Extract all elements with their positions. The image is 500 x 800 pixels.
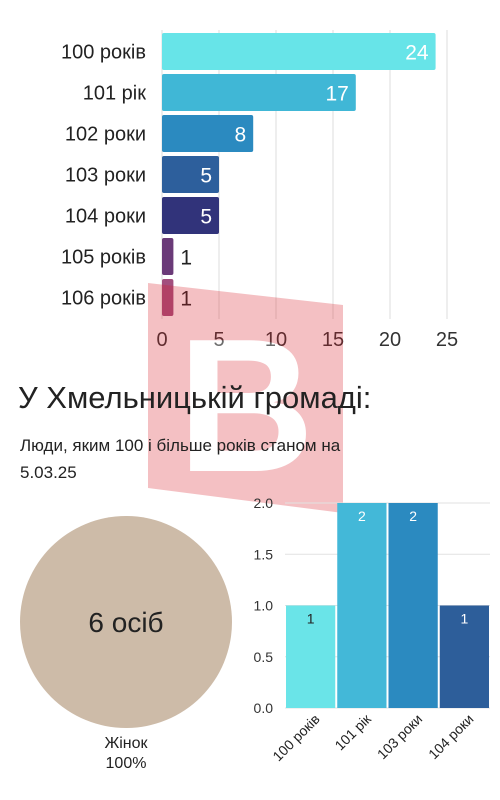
x-tick-label: 5: [213, 329, 224, 351]
value-label: 8: [235, 124, 247, 147]
x-tick-label: 20: [379, 329, 401, 351]
value-label: 1: [460, 611, 468, 627]
women-legend-label: Жінок: [104, 735, 148, 752]
value-label: 24: [405, 42, 429, 65]
x-tick-label: 0: [156, 329, 167, 351]
bar: [162, 197, 219, 234]
bar: [337, 503, 387, 708]
y-tick-label: 0.0: [254, 700, 274, 716]
section-title: У Хмельницькій громаді:: [18, 380, 372, 415]
x-tick-label: 10: [265, 329, 287, 351]
category-label: 100 років: [61, 42, 146, 64]
category-label: 103 роки: [374, 711, 425, 762]
category-label: 104 роки: [425, 711, 476, 762]
category-label: 102 роки: [65, 124, 146, 146]
category-label: 103 роки: [65, 165, 146, 187]
category-label: 104 роки: [65, 206, 146, 228]
category-label: 101 рік: [331, 710, 374, 753]
value-label: 17: [325, 83, 348, 106]
watermark-glyph: В: [177, 300, 314, 512]
women-count-label: 6 осіб: [88, 607, 163, 638]
women-share-circle: [20, 516, 232, 728]
category-label: 100 років: [269, 711, 322, 764]
value-label: 2: [358, 508, 366, 524]
bar: [439, 605, 489, 708]
bar: [286, 605, 336, 708]
bar: [162, 156, 219, 193]
watermark-logo: В: [148, 283, 343, 513]
bar: [162, 279, 174, 316]
y-tick-label: 2.0: [254, 495, 274, 511]
x-tick-label: 15: [322, 329, 344, 351]
bar: [162, 74, 356, 111]
bar: [162, 33, 436, 70]
category-label: 101 рік: [83, 83, 146, 105]
value-label: 5: [200, 206, 212, 229]
category-label: 106 років: [61, 288, 146, 310]
category-label: 105 років: [61, 247, 146, 269]
watermark-shape: [148, 283, 343, 513]
value-label: 2: [409, 508, 417, 524]
section-subtitle: Люди, яким 100 і більше років станом на …: [20, 436, 341, 482]
centenarians-by-age-bar-chart: 0.0 0.5 1.0 1.5 2.0 1 100 років 2 101 рік 2 103 ро…: [254, 495, 490, 764]
x-tick-label: 25: [436, 329, 458, 351]
value-label: 1: [180, 288, 192, 311]
bar: [388, 503, 438, 708]
bar: [162, 238, 174, 275]
bar: [162, 115, 254, 152]
women-share-circle-chart: 6 осіб Жінок 100%: [20, 516, 232, 772]
value-label: 1: [307, 611, 315, 627]
women-legend-value: 100%: [106, 755, 147, 772]
value-label: 1: [180, 247, 192, 270]
value-label: 5: [200, 165, 212, 188]
y-tick-label: 1.5: [254, 546, 274, 562]
y-tick-label: 1.0: [254, 598, 274, 614]
y-tick-label: 0.5: [254, 649, 274, 665]
